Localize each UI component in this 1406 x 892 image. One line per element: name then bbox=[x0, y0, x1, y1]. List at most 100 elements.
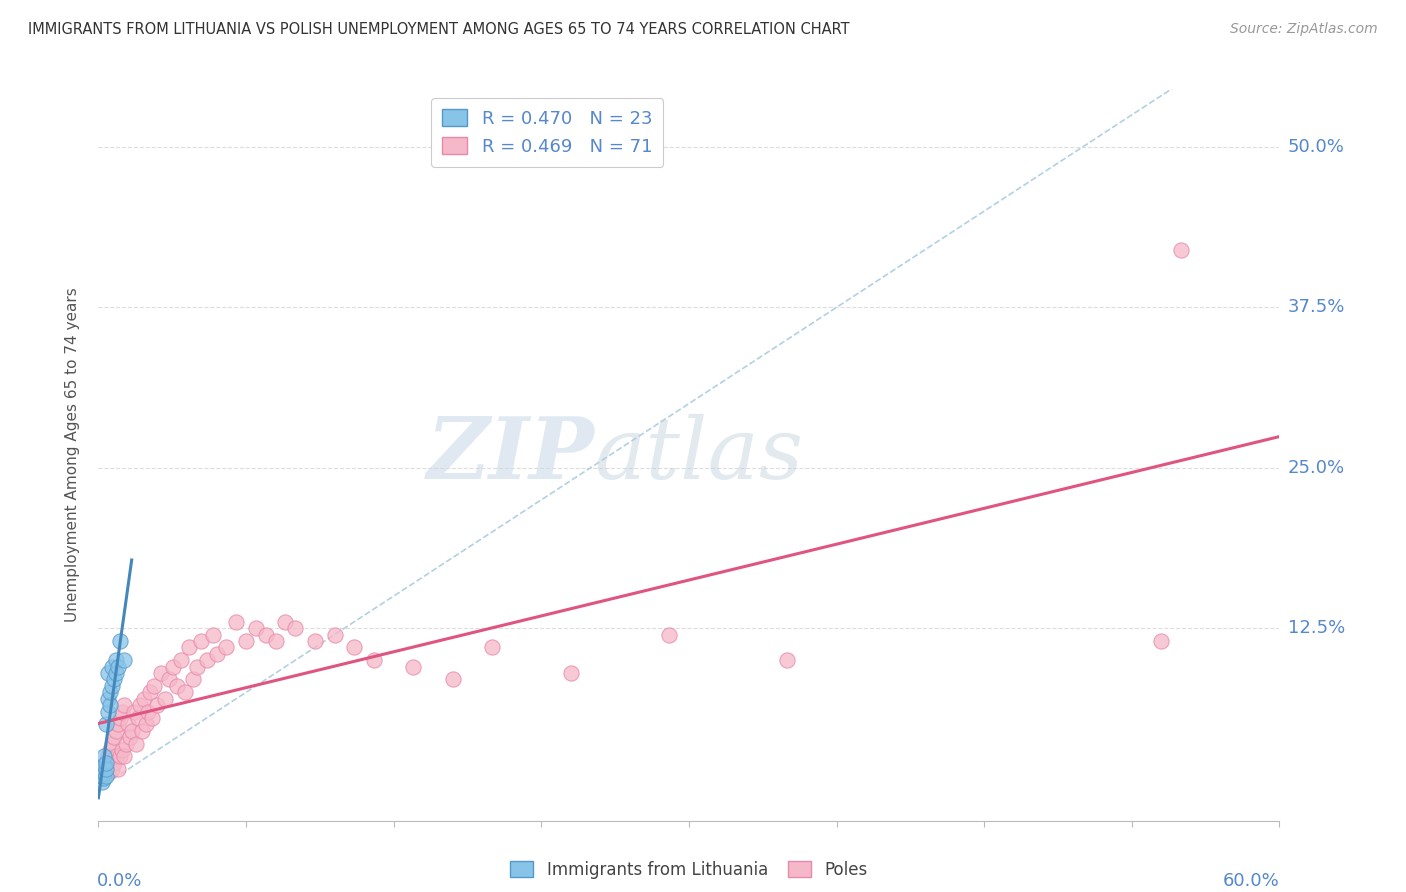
Point bbox=[105, 749, 128, 764]
Point bbox=[93, 762, 115, 776]
Point bbox=[162, 659, 184, 673]
Point bbox=[103, 730, 125, 744]
Y-axis label: Unemployment Among Ages 65 to 74 years: Unemployment Among Ages 65 to 74 years bbox=[65, 287, 80, 623]
Point bbox=[107, 659, 129, 673]
Point bbox=[105, 653, 128, 667]
Text: 60.0%: 60.0% bbox=[1223, 872, 1279, 890]
Point bbox=[93, 766, 115, 780]
Point bbox=[128, 698, 150, 713]
Point bbox=[96, 762, 118, 776]
Point bbox=[118, 730, 141, 744]
Text: IMMIGRANTS FROM LITHUANIA VS POLISH UNEMPLOYMENT AMONG AGES 65 TO 74 YEARS CORRE: IMMIGRANTS FROM LITHUANIA VS POLISH UNEM… bbox=[28, 22, 849, 37]
Point bbox=[93, 749, 115, 764]
Point bbox=[112, 698, 135, 713]
Point bbox=[205, 647, 228, 661]
Point bbox=[215, 640, 238, 655]
Point bbox=[101, 679, 124, 693]
Point bbox=[225, 615, 247, 629]
Point bbox=[98, 698, 121, 713]
Point bbox=[245, 621, 267, 635]
Point bbox=[97, 666, 120, 681]
Point bbox=[284, 621, 307, 635]
Legend: Immigrants from Lithuania, Poles: Immigrants from Lithuania, Poles bbox=[503, 855, 875, 886]
Point bbox=[91, 775, 114, 789]
Point bbox=[181, 673, 204, 687]
Point bbox=[98, 743, 121, 757]
Text: atlas: atlas bbox=[595, 414, 804, 496]
Point bbox=[201, 627, 224, 641]
Point bbox=[166, 679, 188, 693]
Point bbox=[98, 685, 121, 699]
Point bbox=[363, 653, 385, 667]
Point bbox=[254, 627, 277, 641]
Point bbox=[93, 772, 115, 786]
Point bbox=[101, 737, 124, 751]
Point bbox=[122, 705, 145, 719]
Point bbox=[96, 756, 118, 770]
Point bbox=[170, 653, 193, 667]
Point bbox=[264, 634, 287, 648]
Point bbox=[235, 634, 257, 648]
Point bbox=[125, 737, 148, 751]
Point bbox=[177, 640, 200, 655]
Point bbox=[560, 666, 582, 681]
Text: 0.0%: 0.0% bbox=[97, 872, 142, 890]
Point bbox=[155, 691, 177, 706]
Point bbox=[138, 685, 160, 699]
Text: Source: ZipAtlas.com: Source: ZipAtlas.com bbox=[1230, 22, 1378, 37]
Point bbox=[97, 691, 120, 706]
Text: ZIP: ZIP bbox=[426, 413, 595, 497]
Point bbox=[190, 634, 212, 648]
Point bbox=[111, 743, 134, 757]
Point bbox=[117, 717, 139, 731]
Point bbox=[402, 659, 425, 673]
Point bbox=[304, 634, 326, 648]
Point bbox=[174, 685, 197, 699]
Point bbox=[91, 769, 114, 783]
Point bbox=[776, 653, 799, 667]
Point bbox=[105, 666, 128, 681]
Point bbox=[131, 723, 153, 738]
Point bbox=[441, 673, 464, 687]
Point bbox=[93, 758, 115, 772]
Point bbox=[107, 717, 129, 731]
Text: 12.5%: 12.5% bbox=[1288, 619, 1346, 637]
Point bbox=[274, 615, 297, 629]
Point bbox=[98, 758, 121, 772]
Point bbox=[343, 640, 366, 655]
Point bbox=[1150, 634, 1173, 648]
Point bbox=[157, 673, 180, 687]
Point bbox=[108, 711, 131, 725]
Text: 25.0%: 25.0% bbox=[1288, 458, 1346, 476]
Point bbox=[97, 705, 120, 719]
Point bbox=[108, 634, 131, 648]
Point bbox=[481, 640, 503, 655]
Point bbox=[96, 717, 118, 731]
Point bbox=[105, 723, 128, 738]
Point bbox=[127, 711, 149, 725]
Point bbox=[142, 679, 165, 693]
Point bbox=[115, 737, 138, 751]
Point bbox=[97, 766, 120, 780]
Point bbox=[658, 627, 681, 641]
Point bbox=[132, 691, 155, 706]
Point bbox=[323, 627, 346, 641]
Point bbox=[121, 723, 143, 738]
Point bbox=[146, 698, 169, 713]
Point bbox=[186, 659, 208, 673]
Point bbox=[108, 749, 131, 764]
Point bbox=[103, 756, 125, 770]
Point bbox=[1170, 243, 1192, 257]
Point bbox=[141, 711, 163, 725]
Point bbox=[112, 749, 135, 764]
Point bbox=[103, 673, 125, 687]
Point bbox=[97, 749, 120, 764]
Point bbox=[135, 717, 157, 731]
Text: 50.0%: 50.0% bbox=[1288, 138, 1344, 156]
Point bbox=[91, 769, 114, 783]
Point bbox=[112, 653, 135, 667]
Point bbox=[107, 762, 129, 776]
Point bbox=[150, 666, 173, 681]
Point bbox=[136, 705, 159, 719]
Point bbox=[96, 769, 118, 783]
